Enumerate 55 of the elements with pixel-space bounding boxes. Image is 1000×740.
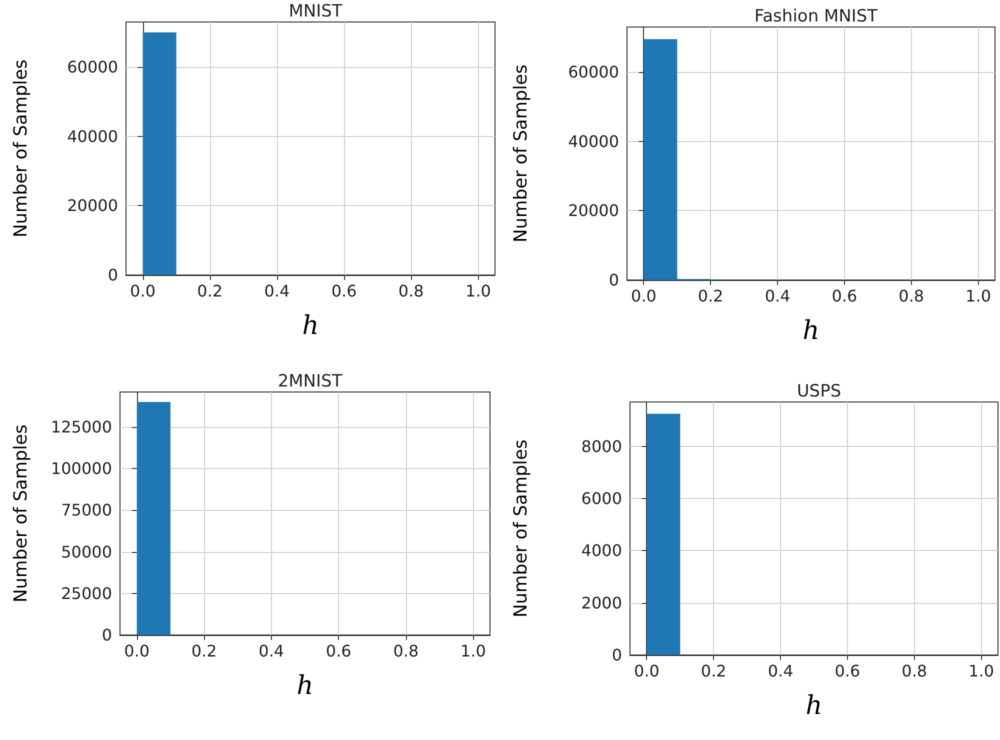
x-tick-label: 0.8 [393,642,419,660]
x-axis-title: h [806,691,822,721]
y-tick-label: 4000 [581,541,622,560]
x-tick-label: 0.4 [258,642,284,660]
y-tick-label: 0 [608,270,619,290]
y-tick-label: 20000 [67,196,118,216]
x-axis-title: h [802,316,820,346]
chart-title: MNIST [288,2,343,22]
y-tick-label: 25000 [61,584,112,603]
x-tick-label: 0.8 [902,662,928,680]
y-axis-title: Number of Samples [10,60,32,238]
x-tick-label: 0.2 [197,282,223,300]
chart-title: USPS [796,382,842,402]
y-tick-label: 20000 [568,201,619,220]
y-tick-label: 40000 [568,132,619,151]
x-tick-label: 0.8 [898,286,924,306]
x-tick-label: 0.2 [191,642,217,660]
y-tick-label: 75000 [61,500,112,520]
x-tick-label: 0.6 [331,282,357,300]
x-axis-title: h [296,671,314,701]
y-tick-label: 0 [612,646,622,664]
y-tick-label: 6000 [581,489,622,508]
y-tick-label: 100000 [50,459,112,478]
x-tick-label: 1.0 [466,282,491,300]
y-tick-label: 40000 [67,126,118,146]
chart-title: 2MNIST [278,372,343,392]
x-tick-label: 0.0 [130,282,156,300]
x-tick-label: 1.0 [966,286,991,306]
y-tick-label: 0 [108,266,118,284]
y-tick-label: 50000 [61,542,112,562]
x-tick-label: 1.0 [460,642,486,660]
y-axis-title: Number of Samples [510,440,532,618]
y-tick-label: 0 [102,626,112,644]
y-tick-label: 60000 [67,58,118,77]
x-tick-label: 0.4 [264,282,290,300]
x-tick-label: 0.6 [326,642,352,660]
x-axis-title: h [302,311,319,341]
x-tick-label: 0.2 [698,286,724,306]
x-tick-label: 1.0 [968,662,994,680]
x-tick-label: 0.0 [634,662,660,680]
y-axis-title: Number of Samples [10,424,32,602]
x-tick-label: 0.4 [768,662,794,680]
x-tick-label: 0.0 [631,286,656,306]
x-tick-label: 0.6 [832,286,858,306]
y-tick-label: 60000 [568,62,619,82]
chart-title: Fashion MNIST [754,6,878,26]
y-tick-label: 125000 [50,417,112,436]
x-tick-label: 0.0 [124,642,150,660]
y-tick-label: 2000 [581,593,622,612]
x-tick-label: 0.6 [834,662,860,680]
x-tick-label: 0.4 [764,286,790,306]
y-axis-title: Number of Samples [510,64,532,242]
x-tick-label: 0.8 [398,282,424,300]
x-tick-label: 0.2 [700,662,726,680]
y-tick-label: 8000 [581,436,622,456]
